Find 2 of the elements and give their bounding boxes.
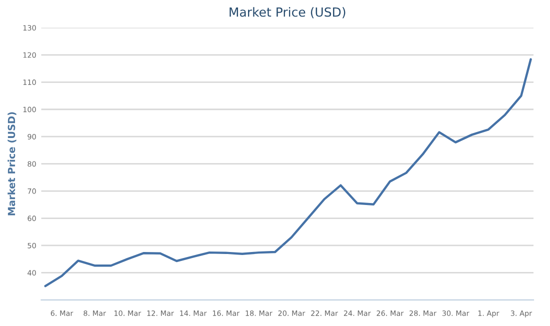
chart-title: Market Price (USD) (230, 7, 346, 18)
y-axis-title: Market Price (USD) (8, 112, 16, 216)
